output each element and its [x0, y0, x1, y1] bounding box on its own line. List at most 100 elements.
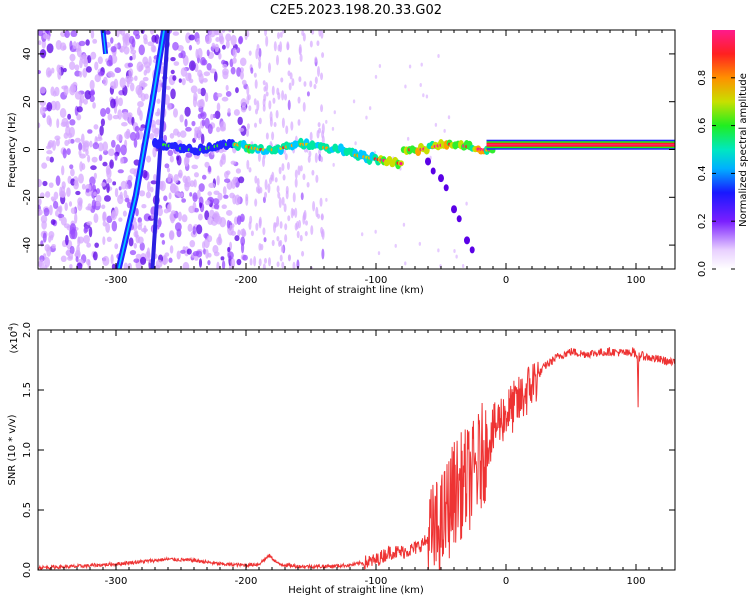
noise-speckle — [303, 81, 307, 87]
noise-speckle — [235, 168, 242, 174]
noise-speckle — [296, 230, 300, 239]
noise-speckle — [255, 222, 259, 231]
noise-speckle — [193, 172, 199, 178]
noise-speckle — [279, 221, 283, 229]
noise-speckle — [238, 127, 245, 132]
noise-speckle — [133, 138, 138, 148]
noise-speckle — [277, 44, 281, 52]
snr-axes: -300 -200 -100 0 100 0.0 0.5 1.0 1.5 2.0 — [22, 322, 676, 587]
noise-speckle — [119, 191, 123, 200]
noise-speckle — [271, 131, 275, 141]
noise-speckle — [315, 174, 319, 183]
noise-speckle — [128, 68, 134, 78]
noise-speckle — [112, 181, 117, 186]
noise-speckle — [306, 91, 310, 97]
noise-speckle — [125, 128, 131, 139]
noise-speckle — [461, 264, 465, 269]
noise-speckle — [150, 180, 158, 185]
noise-speckle — [241, 79, 247, 86]
noise-speckle — [45, 156, 51, 162]
noise-speckle — [378, 64, 382, 69]
noise-speckle — [237, 229, 241, 237]
noise-speckle — [47, 141, 53, 148]
noise-speckle — [91, 199, 97, 210]
noise-speckle — [86, 221, 93, 226]
noise-speckle — [117, 169, 124, 174]
noise-speckle — [287, 254, 291, 261]
noise-speckle — [169, 155, 174, 163]
noise-speckle — [249, 258, 253, 266]
noise-speckle — [289, 72, 293, 80]
noise-speckle — [443, 128, 446, 133]
noise-speckle — [214, 43, 220, 53]
noise-speckle — [235, 87, 239, 94]
noise-speckle — [277, 92, 281, 100]
noise-speckle — [79, 98, 83, 108]
noise-speckle — [262, 227, 266, 236]
spectrogram-ytick-label: -20 — [22, 189, 33, 205]
noise-speckle — [394, 243, 397, 248]
noise-speckle — [225, 39, 230, 49]
noise-speckle — [408, 64, 412, 69]
noise-speckle — [212, 113, 217, 119]
noise-speckle — [212, 245, 219, 254]
noise-speckle — [246, 85, 250, 96]
noise-speckle — [54, 86, 60, 97]
snr-ylabel: SNR (10 * v/v) — [7, 414, 18, 485]
noise-speckle — [257, 152, 261, 163]
noise-speckle — [230, 160, 237, 165]
noise-speckle — [465, 201, 468, 206]
noise-speckle — [288, 82, 292, 91]
noise-speckle — [205, 199, 211, 206]
noise-speckle — [50, 234, 54, 241]
snr-xtick-label: -300 — [105, 576, 128, 587]
noise-speckle — [285, 125, 289, 135]
figure-title: C2E5.2023.198.20.33.G02 — [270, 3, 442, 18]
noise-speckle — [111, 263, 116, 269]
snr-series-line — [38, 346, 675, 570]
noise-speckle — [95, 188, 101, 195]
noise-speckle — [155, 259, 163, 268]
noise-speckle — [205, 249, 209, 259]
noise-speckle — [196, 99, 204, 109]
snr-multiplier-exp: 4 — [7, 326, 15, 331]
noise-speckle — [65, 234, 69, 246]
noise-speckle — [203, 238, 210, 249]
noise-speckle — [165, 85, 171, 90]
noise-speckle — [265, 35, 269, 47]
noise-speckle — [239, 57, 247, 67]
noise-speckle — [320, 156, 324, 163]
noise-speckle — [230, 66, 236, 75]
noise-speckle — [181, 214, 188, 223]
noise-speckle — [216, 236, 223, 246]
noise-speckle — [38, 178, 42, 188]
noise-speckle — [76, 113, 82, 121]
noise-speckle — [227, 108, 231, 114]
noise-speckle — [146, 155, 152, 163]
noise-speckle — [197, 213, 203, 221]
noise-speckle — [267, 257, 271, 267]
noise-speckle — [222, 68, 229, 76]
noise-speckle — [298, 219, 302, 229]
noise-speckle — [230, 230, 237, 236]
noise-speckle — [319, 197, 323, 207]
noise-speckle — [221, 96, 229, 102]
noise-speckle — [70, 207, 76, 214]
noise-speckle — [135, 34, 141, 40]
noise-speckle — [187, 72, 192, 81]
noise-speckle — [79, 54, 84, 61]
noise-speckle — [258, 218, 262, 229]
noise-speckle — [258, 47, 262, 58]
noise-speckle — [139, 190, 146, 197]
noise-speckle — [164, 252, 170, 257]
noise-speckle — [298, 44, 302, 54]
branch-blob — [430, 167, 436, 175]
noise-speckle — [198, 183, 205, 192]
noise-speckle — [170, 210, 176, 215]
noise-speckle — [70, 168, 75, 177]
noise-speckle — [216, 261, 220, 269]
noise-speckle — [278, 197, 282, 209]
noise-speckle — [234, 235, 240, 242]
noise-speckle — [269, 111, 273, 122]
